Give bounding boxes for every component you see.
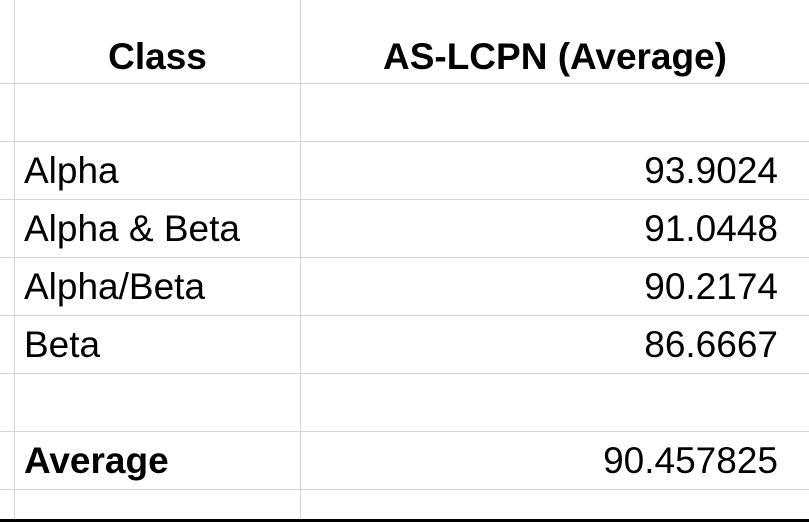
header-cell-metric[interactable]: AS-LCPN (Average): [382, 36, 728, 77]
summary-label-cell[interactable]: Average: [24, 440, 169, 481]
row-gridline: [0, 83, 809, 84]
row-gridline: [0, 373, 809, 374]
row-gridline: [0, 141, 809, 142]
row-gridline: [0, 315, 809, 316]
empty-cell[interactable]: [301, 84, 809, 141]
empty-cell[interactable]: [15, 84, 300, 141]
empty-cell[interactable]: [15, 374, 300, 431]
row-gridline: [0, 431, 809, 432]
row-gridline: [0, 199, 809, 200]
value-cell[interactable]: 90.2174: [644, 266, 778, 307]
class-cell[interactable]: Beta: [24, 324, 101, 365]
bottom-border: [0, 519, 809, 522]
summary-value-cell[interactable]: 90.457825: [603, 440, 778, 481]
header-cell-class[interactable]: Class: [108, 36, 207, 77]
empty-cell[interactable]: [301, 374, 809, 431]
class-cell[interactable]: Alpha & Beta: [24, 208, 240, 249]
column-gridline: [300, 0, 301, 522]
value-cell[interactable]: 91.0448: [644, 208, 778, 249]
value-cell[interactable]: 93.9024: [644, 150, 778, 191]
value-cell[interactable]: 86.6667: [644, 324, 778, 365]
class-cell[interactable]: Alpha/Beta: [24, 266, 206, 307]
class-cell[interactable]: Alpha: [24, 150, 119, 191]
row-gridline: [0, 257, 809, 258]
column-gridline: [14, 0, 15, 522]
row-gridline: [0, 489, 809, 490]
